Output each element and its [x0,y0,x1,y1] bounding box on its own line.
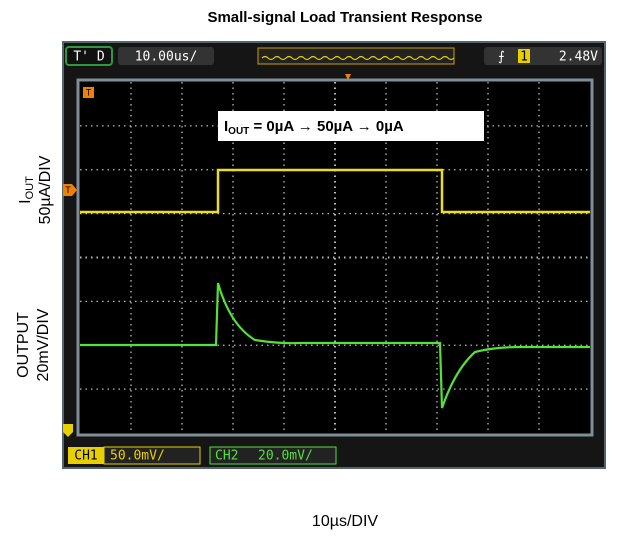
header-bar: T' D 10.00us/ ⨍ 1 2.48V [66,47,602,65]
annotation: IOUT = 0µA → 50µA → 0µA [224,118,404,137]
y-label-top-scale: 50µA/DIV [37,155,54,224]
x-label: 10µs/DIV [312,513,378,530]
trigger-channel: 1 [520,50,528,65]
y-label-bottom: OUTPUT [15,312,32,378]
ch1-label: CH1 [74,449,97,464]
trigger-edge-icon: ⨍ [498,48,505,63]
y-label-bottom-scale: 20mV/DIV [35,308,52,381]
timebase: 10.00us/ [135,50,198,65]
marker-label: T [86,87,92,97]
trigger-level-marker-label: T [65,185,71,195]
y-label-top: IOUT [17,176,36,204]
ch2-label: CH2 [215,449,238,464]
trigger-mode: T' D [73,50,104,65]
trigger-level: 2.48V [559,50,598,65]
ch1-scale: 50.0mV/ [110,449,165,464]
ch2-scale: 20.0mV/ [258,449,313,464]
title: Small-signal Load Transient Response [207,9,482,26]
figure: Small-signal Load Transient Response T' … [0,0,631,536]
